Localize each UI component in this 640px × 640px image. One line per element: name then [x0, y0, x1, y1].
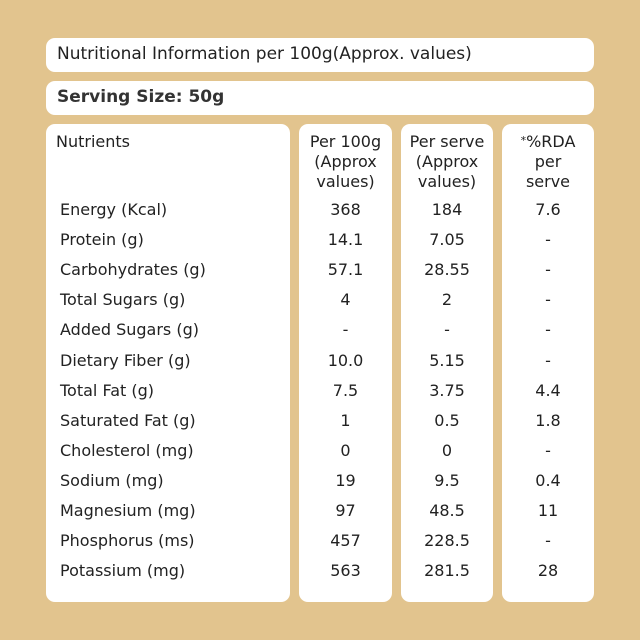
per-serve-column: Per serve (Approx values) 184 7.05 28.55 2 -…: [401, 124, 493, 602]
rda-header-text: %RDA: [526, 132, 576, 151]
per-serve-value: 9.5: [434, 470, 460, 490]
per-100g-value: 563: [330, 561, 361, 581]
rda-header-line: serve: [525, 172, 571, 191]
nutrient-name: Magnesium (mg): [60, 501, 196, 520]
per-serve-value: 228.5: [424, 531, 470, 551]
title-bar: Nutritional Information per 100g(Approx.…: [46, 38, 594, 72]
per-100g-value: 97: [335, 501, 356, 520]
per-serve-value: 0: [441, 440, 453, 460]
rda-value: -: [545, 350, 551, 370]
per-serve-value: -: [444, 320, 450, 340]
nutrient-name: Dietary Fiber (g): [60, 350, 191, 370]
rda-column: *%RDA per serve 7.6 - - - - - 4.4 1.8 - 0.4 11 - 28: [502, 124, 594, 602]
nutrients-column: Nutrients Energy (Kcal) Protein (g) Carboh…: [46, 124, 290, 602]
nutrient-name: Cholesterol (mg): [60, 440, 194, 460]
per-100g-value: 10.0: [327, 350, 364, 370]
per-serve-value: 5.15: [429, 350, 465, 370]
rda-value: 4.4: [535, 380, 561, 400]
per-serve-header: Per serve (Approx values): [401, 132, 493, 192]
per-serve-value: 3.75: [429, 380, 465, 400]
per-serve-value: 281.5: [424, 561, 470, 581]
rda-value: -: [545, 260, 551, 280]
per-serve-value: 2: [441, 290, 453, 310]
per-serve-value: 48.5: [429, 501, 465, 520]
rda-value: -: [545, 531, 551, 551]
per-serve-header-line: values): [417, 172, 477, 191]
per-serve-value: 7.05: [429, 230, 465, 250]
per-serve-value: 0.5: [434, 410, 460, 430]
rda-value: 7.6: [535, 200, 561, 219]
per-100g-value: -: [342, 320, 349, 340]
nutrient-name: Added Sugars (g): [60, 320, 199, 340]
rda-value: -: [545, 290, 551, 310]
nutrient-name: Phosphorus (ms): [60, 531, 195, 551]
rda-footnote-mark: *: [520, 134, 527, 147]
per-100g-header: Per 100g (Approx values): [299, 132, 392, 192]
per-100g-header-line: (Approx: [314, 152, 377, 171]
serving-size: Serving Size: 50g: [57, 87, 225, 107]
per-100g-header-line: Per 100g: [309, 132, 382, 151]
per-serve-value: 28.55: [424, 260, 470, 280]
nutrient-name: Protein (g): [60, 230, 144, 250]
rda-value: 0.4: [535, 470, 561, 490]
nutrients-header: Nutrients: [56, 132, 130, 151]
nutrient-name: Total Sugars (g): [60, 290, 186, 310]
per-100g-value: 4: [340, 290, 351, 310]
nutrient-name: Potassium (mg): [60, 561, 186, 581]
per-100g-column: Per 100g (Approx values) 368 14.1 57.1 4-10…: [299, 124, 392, 602]
nutrient-name: Saturated Fat (g): [60, 410, 196, 430]
nutrient-name: Energy (Kcal): [60, 200, 168, 219]
per-100g-value: 7.5: [332, 380, 359, 400]
rda-value: -: [545, 320, 551, 340]
per-100g-value: 1: [340, 410, 351, 430]
nutrient-name: Carbohydrates (g): [60, 260, 206, 280]
rda-value: 11: [537, 501, 559, 520]
rda-value: 1.8: [535, 410, 561, 430]
nutrient-name: Sodium (mg): [60, 470, 164, 490]
rda-value: -: [545, 440, 551, 460]
per-100g-value: 14.1: [327, 230, 364, 250]
per-100g-header-line: values): [316, 172, 375, 191]
per-100g-value: 457: [330, 531, 361, 551]
rda-header-line: per: [534, 152, 562, 171]
per-100g-value: 19: [335, 470, 356, 490]
serving-size-bar: Serving Size: 50g: [46, 81, 594, 115]
per-100g-value: 0: [340, 440, 351, 460]
nutrient-name: Total Fat (g): [60, 380, 154, 400]
per-100g-value: 368: [330, 200, 361, 219]
page-title: Nutritional Information per 100g(Approx.…: [57, 44, 472, 64]
per-100g-value: 57.1: [327, 260, 364, 280]
per-serve-header-line: Per serve: [409, 132, 485, 151]
per-serve-value: 184: [431, 200, 463, 219]
per-serve-header-line: (Approx: [415, 152, 479, 171]
rda-value: -: [545, 230, 551, 250]
rda-value: 28: [537, 561, 559, 581]
rda-header-line: *%RDA: [502, 132, 594, 152]
rda-header: *%RDA per serve: [502, 132, 594, 192]
